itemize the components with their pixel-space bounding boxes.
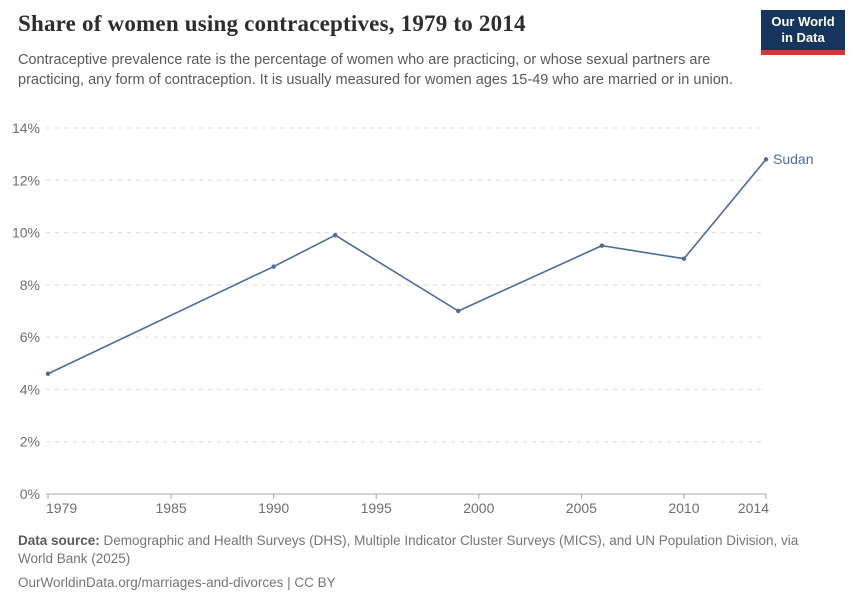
data-point[interactable] (45, 371, 51, 376)
y-tick-label: 6% (20, 329, 40, 345)
data-source-text: Demographic and Health Surveys (DHS), Mu… (18, 533, 799, 566)
owid-logo-line2: in Data (781, 30, 825, 45)
x-tick-label: 2014 (738, 500, 769, 516)
data-point[interactable] (333, 232, 338, 238)
x-tick-label: 2005 (566, 500, 597, 516)
owid-logo-red-bar (761, 50, 845, 55)
page-title: Share of women using contraceptives, 197… (18, 11, 526, 36)
chart-subtitle: Contraceptive prevalence rate is the per… (18, 52, 733, 88)
data-source-label: Data source: (18, 533, 100, 548)
owid-url-link[interactable]: OurWorldinData.org/marriages-and-divorce… (18, 575, 336, 590)
data-point[interactable] (599, 243, 605, 248)
y-tick-label: 4% (20, 381, 40, 397)
series-line-sudan[interactable] (47, 158, 767, 375)
owid-logo-box: Our World in Data (761, 10, 845, 50)
series-label-sudan[interactable]: Sudan (773, 151, 813, 167)
data-point[interactable] (456, 308, 461, 314)
x-tick-label: 1985 (156, 500, 187, 516)
y-tick-label: 12% (12, 172, 40, 188)
x-tick-label: 2010 (668, 500, 699, 516)
data-source-line: Data source: Demographic and Health Surv… (18, 532, 818, 568)
owid-url-line: OurWorldinData.org/marriages-and-divorce… (18, 574, 818, 592)
x-tick-label: 1979 (46, 500, 77, 516)
y-tick-label: 10% (12, 225, 40, 241)
x-tick-label: 2000 (463, 500, 494, 516)
data-point[interactable] (763, 157, 769, 162)
data-point[interactable] (681, 256, 687, 261)
y-tick-label: 0% (20, 486, 40, 502)
y-tick-label: 14% (12, 120, 40, 136)
x-tick-label: 1995 (361, 500, 392, 516)
y-tick-label: 8% (20, 277, 40, 293)
owid-logo: Our World in Data (761, 10, 845, 55)
chart-footer: Data source: Demographic and Health Surv… (18, 532, 818, 592)
data-point[interactable] (271, 264, 276, 269)
x-tick-label: 1990 (258, 500, 289, 516)
y-tick-label: 2% (20, 434, 40, 450)
owid-logo-line1: Our World (771, 14, 835, 29)
